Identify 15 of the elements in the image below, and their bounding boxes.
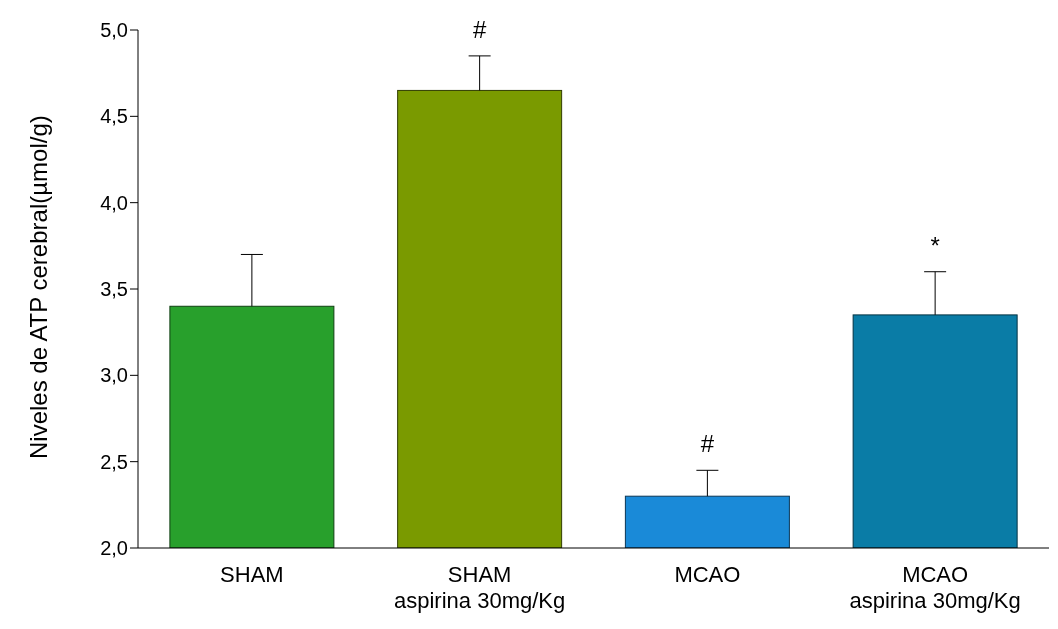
x-tick-label: MCAO: [674, 562, 741, 587]
y-tick-label: 3,5: [100, 278, 128, 301]
y-tick-label: 4,5: [100, 105, 128, 128]
annotation: *: [930, 231, 940, 259]
y-tick-label: 5,0: [100, 19, 128, 42]
y-tick-label: 2,5: [100, 450, 128, 473]
y-tick-label: 3,0: [100, 364, 128, 387]
y-tick-label: 4,0: [100, 191, 128, 214]
y-tick-label: 2,0: [100, 537, 128, 560]
annotation: #: [472, 15, 487, 43]
y-axis-title: Niveles de ATP cerebral(µmol/g): [24, 115, 52, 459]
annotation: #: [700, 430, 715, 458]
x-tick-label: SHAM aspirina 30mg/Kg: [394, 562, 566, 613]
x-tick-label: SHAM: [220, 562, 284, 587]
x-tick-label: MCAO aspirina 30mg/Kg: [849, 562, 1021, 613]
